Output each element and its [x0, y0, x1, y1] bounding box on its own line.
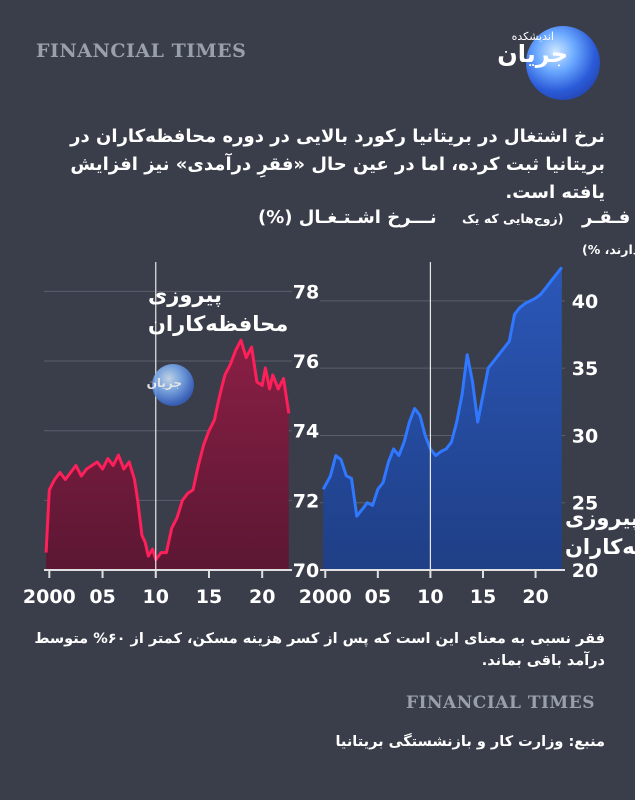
- x-tick-label: 15: [196, 586, 222, 608]
- y-tick-label: 74: [293, 421, 319, 443]
- y-tick-label: 40: [572, 291, 598, 313]
- series-line: [44, 338, 291, 562]
- y-tick-label: 76: [293, 351, 319, 373]
- series-area: [323, 267, 562, 570]
- x-tick-label: 10: [417, 586, 443, 608]
- x-tick-label: 05: [89, 586, 115, 608]
- y-tick-label: 70: [293, 560, 319, 582]
- watermark-logo: جریان: [122, 364, 196, 410]
- logo-brand: جریان: [497, 40, 568, 68]
- election-annotation: پیروزی: [565, 506, 635, 530]
- series-area: [46, 340, 289, 570]
- financial-times-logo-bottom: FINANCIAL TIMES: [406, 693, 595, 713]
- x-tick-label: 2000: [23, 586, 76, 608]
- x-tick-label: 05: [365, 586, 391, 608]
- jarayan-logo: اندیشکده جریان: [478, 22, 604, 108]
- y-tick-label: 30: [572, 425, 598, 447]
- y-tick-label: 35: [572, 358, 598, 380]
- chart-subtitle: بزرگسال مشغول به کار دارند، %): [582, 242, 635, 257]
- globe-icon: [152, 364, 194, 406]
- election-annotation: پیروزی: [148, 283, 222, 307]
- x-tick-label: 20: [249, 586, 275, 608]
- y-tick-label: 25: [572, 493, 598, 515]
- election-annotation: محافظه‌کاران: [148, 312, 288, 336]
- employment-chart: 78 76 74 72 70 2000 05 10 15 20 پیروزی محافظه‌کاران…: [23, 207, 437, 608]
- chart-title: نـــرخ اشـتـغـال (%): [258, 207, 437, 228]
- y-tick-label: 72: [293, 490, 319, 512]
- logo-subtitle: اندیشکده: [511, 30, 554, 43]
- x-tick-label: 20: [522, 586, 548, 608]
- headline: نرخ اشتغال در بریتانیا رکورد بالایی در د…: [70, 126, 605, 203]
- source-note: منبع: وزارت کار و بازنشستگی بریتانیا: [335, 734, 605, 750]
- election-annotation: محافظه‌کاران: [565, 535, 635, 559]
- x-tick-label: 15: [470, 586, 496, 608]
- watermark-brand: جریان: [146, 376, 182, 390]
- chart-subtitle: (زوج‌هایی که یک: [462, 211, 563, 226]
- financial-times-logo: FINANCIAL TIMES: [36, 40, 247, 62]
- x-tick-label: 10: [143, 586, 169, 608]
- y-tick-label: 78: [293, 281, 319, 303]
- globe-icon: [526, 26, 600, 100]
- chart-title: نـــرخ فـقـر: [581, 207, 635, 228]
- x-tick-label: 2000: [299, 586, 352, 608]
- series-line: [321, 266, 563, 518]
- y-tick-label: 20: [572, 560, 598, 582]
- poverty-chart: 40 35 30 25 20 2000 05 10 15 20 پیروزی محافظه‌کاران…: [299, 207, 635, 608]
- footnote: فقر نسبی به معنای این است که پس از کسر ه…: [34, 631, 605, 669]
